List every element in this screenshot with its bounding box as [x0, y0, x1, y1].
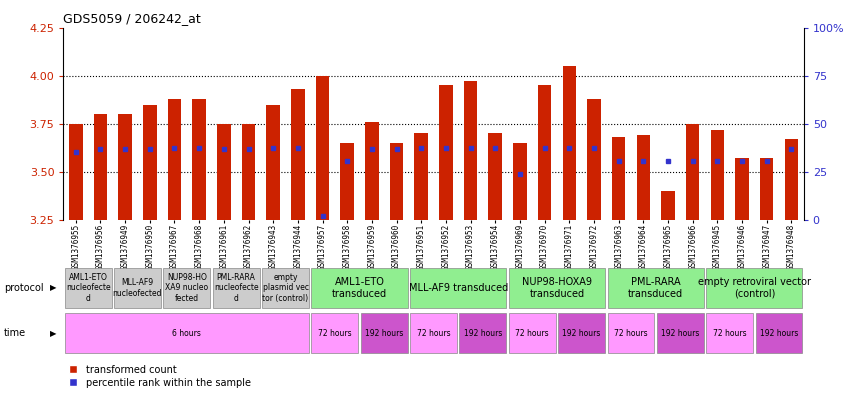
Bar	[538, 85, 552, 220]
Bar	[662, 191, 675, 220]
Bar	[118, 114, 132, 220]
FancyBboxPatch shape	[508, 313, 556, 353]
Bar	[587, 99, 601, 220]
Text: 72 hours: 72 hours	[318, 329, 352, 338]
Bar	[711, 130, 724, 220]
Text: 192 hours: 192 hours	[464, 329, 503, 338]
FancyBboxPatch shape	[706, 313, 753, 353]
Bar	[217, 124, 231, 220]
Bar	[390, 143, 404, 220]
Bar	[340, 143, 354, 220]
Text: protocol: protocol	[4, 283, 44, 293]
Text: MLL-AF9
nucleofected: MLL-AF9 nucleofected	[113, 278, 162, 298]
FancyBboxPatch shape	[114, 268, 161, 308]
Text: 72 hours: 72 hours	[713, 329, 746, 338]
Text: PML-RARA
nucleofecte
d: PML-RARA nucleofecte d	[214, 273, 259, 303]
Bar	[94, 114, 107, 220]
Bar	[192, 99, 206, 220]
Bar	[464, 81, 477, 220]
Bar	[636, 135, 650, 220]
FancyBboxPatch shape	[607, 313, 655, 353]
Bar	[488, 133, 502, 220]
Text: 192 hours: 192 hours	[760, 329, 799, 338]
Text: AML1-ETO
transduced: AML1-ETO transduced	[332, 277, 387, 299]
FancyBboxPatch shape	[212, 268, 260, 308]
FancyBboxPatch shape	[262, 268, 309, 308]
Text: 72 hours: 72 hours	[515, 329, 549, 338]
Text: 192 hours: 192 hours	[563, 329, 601, 338]
FancyBboxPatch shape	[508, 268, 605, 308]
Bar	[514, 143, 527, 220]
Bar	[316, 75, 329, 220]
FancyBboxPatch shape	[410, 313, 457, 353]
FancyBboxPatch shape	[656, 313, 704, 353]
FancyBboxPatch shape	[360, 313, 408, 353]
FancyBboxPatch shape	[311, 313, 359, 353]
FancyBboxPatch shape	[755, 313, 803, 353]
Bar	[242, 124, 255, 220]
Text: GDS5059 / 206242_at: GDS5059 / 206242_at	[63, 12, 201, 25]
FancyBboxPatch shape	[64, 313, 309, 353]
Text: PML-RARA
transduced: PML-RARA transduced	[628, 277, 684, 299]
Text: 72 hours: 72 hours	[614, 329, 648, 338]
Text: 192 hours: 192 hours	[661, 329, 700, 338]
Text: ▶: ▶	[50, 283, 57, 292]
Text: time: time	[4, 328, 26, 338]
Bar	[168, 99, 181, 220]
Text: AML1-ETO
nucleofecte
d: AML1-ETO nucleofecte d	[66, 273, 111, 303]
Bar	[291, 89, 305, 220]
Bar	[563, 66, 576, 220]
FancyBboxPatch shape	[607, 268, 704, 308]
Bar	[735, 158, 749, 220]
Bar	[612, 137, 625, 220]
Bar	[69, 124, 83, 220]
Text: NUP98-HO
XA9 nucleo
fected: NUP98-HO XA9 nucleo fected	[165, 273, 208, 303]
Text: MLL-AF9 transduced: MLL-AF9 transduced	[409, 283, 508, 293]
Bar	[784, 139, 798, 220]
FancyBboxPatch shape	[163, 268, 211, 308]
Bar	[415, 133, 428, 220]
FancyBboxPatch shape	[410, 268, 507, 308]
Text: 72 hours: 72 hours	[417, 329, 450, 338]
Bar	[439, 85, 453, 220]
FancyBboxPatch shape	[706, 268, 803, 308]
Bar	[365, 122, 379, 220]
Bar	[143, 105, 157, 220]
FancyBboxPatch shape	[459, 313, 507, 353]
Text: empty retroviral vector
(control): empty retroviral vector (control)	[698, 277, 810, 299]
Bar	[760, 158, 773, 220]
FancyBboxPatch shape	[311, 268, 408, 308]
Text: ▶: ▶	[50, 329, 57, 338]
FancyBboxPatch shape	[64, 268, 112, 308]
Text: 6 hours: 6 hours	[173, 329, 201, 338]
Legend: transformed count, percentile rank within the sample: transformed count, percentile rank withi…	[69, 365, 250, 388]
Text: NUP98-HOXA9
transduced: NUP98-HOXA9 transduced	[522, 277, 592, 299]
Bar	[686, 124, 700, 220]
Bar	[266, 105, 280, 220]
Text: empty
plasmid vec
tor (control): empty plasmid vec tor (control)	[262, 273, 309, 303]
Text: 192 hours: 192 hours	[365, 329, 404, 338]
FancyBboxPatch shape	[558, 313, 605, 353]
